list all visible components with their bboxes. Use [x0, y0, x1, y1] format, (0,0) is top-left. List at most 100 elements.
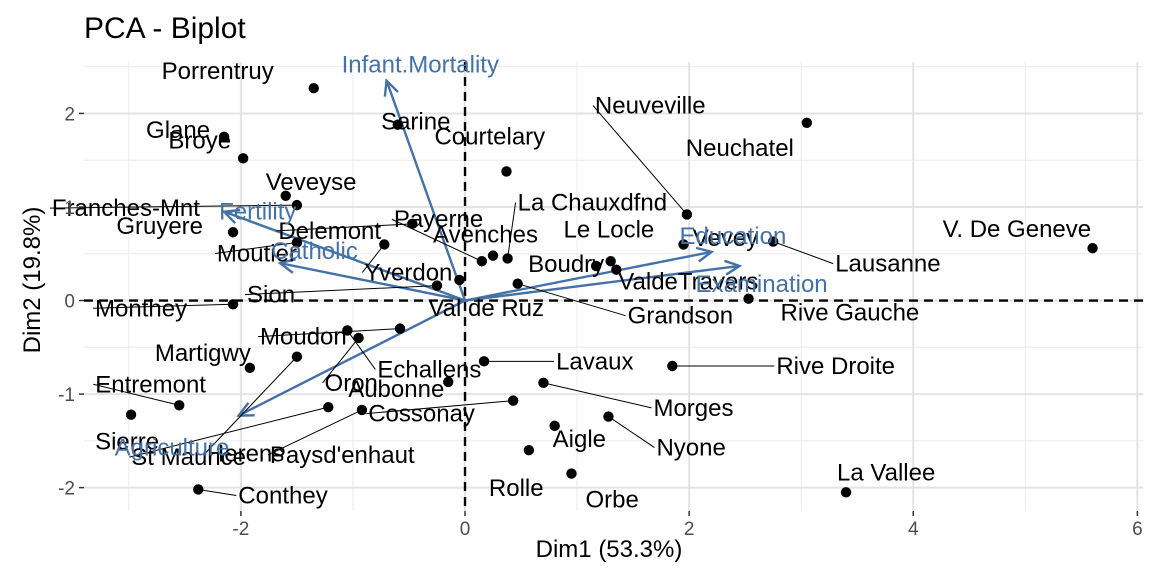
point-label: Neuveville [595, 92, 706, 119]
variable-label: Catholic [271, 238, 358, 265]
point-label: Rive Droite [776, 353, 895, 380]
axis-ticks: -2 0 2 4 6 -2 -1 0 1 2 [58, 104, 1143, 540]
variable-arrowhead [221, 208, 241, 225]
data-point [603, 411, 614, 422]
data-point [237, 153, 249, 164]
leader-line [346, 330, 376, 370]
x-tick-label: 6 [1132, 519, 1143, 540]
leader-line [517, 283, 626, 317]
x-tick-label: -2 [232, 519, 249, 540]
variable-arrow [385, 80, 467, 301]
variable-arrowhead [383, 78, 399, 97]
x-tick-label: 2 [684, 519, 695, 540]
leader-line [93, 383, 180, 406]
variable-arrowhead [695, 246, 715, 263]
point-label: Cossonay [368, 401, 475, 428]
data-point [512, 278, 523, 289]
leader-line [773, 241, 834, 265]
point-label: Neuchatel [686, 135, 794, 162]
leader-line [361, 244, 385, 273]
leader-line [507, 202, 517, 259]
leader-line [204, 356, 298, 455]
x-tick-label: 0 [460, 519, 471, 540]
point-label: Franches-Mnt [52, 195, 200, 222]
leader-line [592, 105, 688, 215]
data-point [280, 190, 291, 201]
data-point [227, 227, 239, 238]
point-label: Delemont [278, 218, 381, 245]
panel-background [84, 62, 1143, 511]
point-label: Martigwy [155, 340, 251, 367]
data-point [502, 253, 513, 264]
leader-line [244, 285, 438, 296]
variable-arrowhead [236, 402, 255, 417]
plot-panel [84, 62, 1143, 511]
y-tick-label: 2 [64, 104, 75, 125]
data-point [678, 239, 689, 250]
point-label: V. De Geneve [943, 216, 1092, 243]
reference-lines [84, 62, 1143, 511]
point-label: Veveyse [266, 169, 357, 196]
variable-arrow [238, 299, 466, 417]
point-label: Boudry [528, 251, 604, 278]
point-label: Lausanne [835, 251, 940, 278]
variable-label: Education [680, 223, 787, 250]
data-point [342, 325, 353, 336]
point-label: Echallens [377, 356, 481, 383]
leader-line [276, 223, 413, 232]
data-point [227, 299, 239, 310]
chart-title: PCA - Biplot [84, 12, 246, 45]
point-label: Broye [168, 127, 231, 154]
data-point [801, 117, 813, 129]
point-label: Yverdon [364, 259, 452, 286]
data-point [454, 274, 465, 286]
point-label: Aigle [553, 426, 606, 453]
data-point [392, 119, 403, 130]
point-label: Nyone [656, 435, 725, 462]
leader-line [93, 303, 234, 309]
data-point [478, 356, 490, 367]
leader-line [267, 409, 363, 456]
leader-line [257, 328, 401, 338]
data-point [244, 362, 256, 374]
data-point [443, 376, 454, 388]
variable-label: Agriculture [115, 435, 230, 462]
point-label: Courtelary [434, 123, 545, 150]
point-label: Lavaux [556, 348, 633, 375]
variable-arrow [464, 250, 712, 302]
x-axis-title: Dim1 (53.3%) [536, 536, 683, 563]
point-label: Paysd'enhaut [270, 442, 415, 469]
data-point [523, 444, 535, 456]
point-label: Avenches [433, 222, 538, 249]
data-point [125, 409, 137, 420]
point-label: St Maurice [131, 444, 246, 471]
data-point [218, 131, 230, 143]
point-label: Moutier [217, 241, 297, 268]
variable-arrowhead [277, 257, 296, 274]
point-label: Sion [247, 282, 295, 309]
variable-label: Infant.Mortality [342, 52, 499, 79]
point-label: Moudon [260, 324, 347, 351]
point-label: Conthey [238, 482, 327, 509]
data-point [501, 166, 512, 177]
point-label: La Vallee [837, 459, 935, 486]
data-point [566, 468, 577, 479]
variable-arrowhead [724, 259, 743, 276]
leader-line [214, 242, 297, 255]
variable-labels: Infant.Mortality Fertility Catholic Educati… [115, 52, 828, 462]
point-label: Rolle [489, 475, 544, 502]
point-label: Vevey [693, 225, 758, 252]
point-label: Aubonne [348, 376, 444, 403]
y-axis-title: Dim2 (19.8%) [19, 207, 46, 354]
leader-line [608, 416, 655, 448]
data-point [487, 250, 499, 261]
leader-line [366, 400, 514, 415]
point-label: ValdeTravers [618, 269, 758, 296]
point-label: Monthey [95, 295, 187, 322]
y-tick-label: 1 [64, 198, 75, 219]
data-point [590, 260, 602, 272]
point-label: Payerne [394, 206, 483, 233]
x-tick-label: 4 [908, 519, 919, 540]
